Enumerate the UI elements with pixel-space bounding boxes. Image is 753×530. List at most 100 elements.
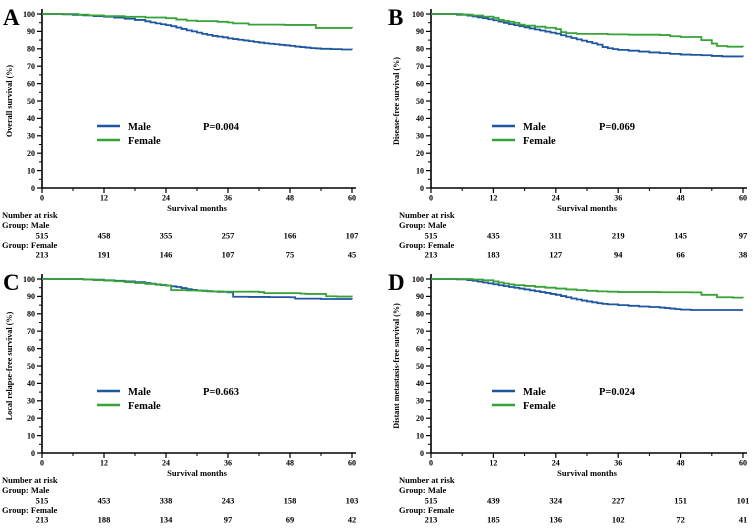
risk-number: 439 <box>487 496 500 506</box>
risk-number: 45 <box>348 250 357 260</box>
risk-number: 158 <box>284 496 297 506</box>
panel-b: B Disease-free survival (%) 0 10 20 30 40 50 60 7… <box>377 0 753 265</box>
x-tick-label: 48 <box>677 459 685 468</box>
p-value-label: P=0.663 <box>203 387 239 398</box>
panel-a: A Overall survival (%) 0 10 20 30 40 50 60 70 80 90… <box>0 0 376 265</box>
x-tick-label: 12 <box>100 194 108 203</box>
risk-number: 243 <box>222 496 235 506</box>
y-tick-label: 70 <box>27 327 35 336</box>
y-tick-label: 60 <box>27 344 35 353</box>
female-curve <box>431 13 744 48</box>
risk-number: 151 <box>674 496 687 506</box>
x-tick-label: 24 <box>552 194 560 203</box>
legend-male-label: Male <box>128 387 151 398</box>
x-tick-label: 0 <box>429 459 433 468</box>
risk-number: 338 <box>160 496 173 506</box>
risk-number: 515 <box>36 231 49 241</box>
y-tick-label: 40 <box>416 114 424 123</box>
male-curve <box>431 278 743 311</box>
y-tick-label: 60 <box>416 79 424 88</box>
risk-number: 166 <box>284 231 297 241</box>
y-tick-label: 30 <box>416 132 424 141</box>
panel-b-chart: B Disease-free survival (%) 0 10 20 30 40 50 60 7… <box>388 5 748 260</box>
panel-a-chart: A Overall survival (%) 0 10 20 30 40 50 60 70 80 90… <box>2 5 360 260</box>
risk-number: 355 <box>160 231 173 241</box>
risk-number: 41 <box>739 515 748 525</box>
y-tick-label: 10 <box>416 431 424 440</box>
risk-number: 213 <box>36 250 49 260</box>
y-tick-label: 40 <box>27 114 35 123</box>
risk-number: 219 <box>612 231 625 241</box>
x-tick-label: 36 <box>614 194 622 203</box>
risk-number: 311 <box>550 231 562 241</box>
risk-number: 515 <box>36 496 49 506</box>
y-tick-label: 0 <box>31 184 35 193</box>
female-curve <box>42 278 353 298</box>
panel-d: D Distant metastasis-free survival (%) 0 10… <box>377 265 753 530</box>
panel-c-chart: C Local relapse-free survival (%) 0 10 20 30 4… <box>2 270 358 525</box>
x-tick-label: 0 <box>40 194 44 203</box>
x-tick-label: 36 <box>614 459 622 468</box>
panel-letter: C <box>3 270 20 295</box>
risk-number: 435 <box>487 231 500 241</box>
risk-number: 72 <box>676 515 685 525</box>
x-tick-label: 48 <box>286 459 294 468</box>
axes <box>41 9 356 189</box>
risk-number: 134 <box>160 515 174 525</box>
risk-number: 227 <box>612 496 626 506</box>
risk-group-label: Group: Female <box>399 240 455 250</box>
risk-group-label: Group: Male <box>2 220 50 230</box>
y-tick-label: 80 <box>416 310 424 319</box>
risk-number: 257 <box>222 231 236 241</box>
axes <box>430 9 747 189</box>
y-tick-label: 0 <box>420 184 424 193</box>
y-tick-label: 100 <box>23 10 35 19</box>
x-axis-label: Survival months <box>557 203 617 213</box>
x-tick-label: 60 <box>739 194 747 203</box>
risk-number: 136 <box>549 515 562 525</box>
y-tick-label: 70 <box>27 62 35 71</box>
risk-number: 102 <box>612 515 625 525</box>
legend-male-label: Male <box>128 122 151 133</box>
y-tick-label: 80 <box>27 45 35 54</box>
p-value-label: P=0.004 <box>203 122 240 133</box>
y-tick-label: 30 <box>416 397 424 406</box>
x-tick-label: 24 <box>552 459 560 468</box>
x-axis-label: Survival months <box>167 203 227 213</box>
x-tick-label: 0 <box>429 194 433 203</box>
female-curve <box>431 278 744 299</box>
y-tick-label: 20 <box>416 149 424 158</box>
number-at-risk-header: Number at risk <box>2 475 58 485</box>
panel-letter: D <box>388 270 405 295</box>
x-tick-label: 36 <box>224 459 232 468</box>
risk-number: 515 <box>425 496 438 506</box>
y-tick-label: 30 <box>27 397 35 406</box>
y-tick-label: 80 <box>27 310 35 319</box>
legend-male-label: Male <box>523 122 546 133</box>
risk-number: 97 <box>739 231 748 241</box>
risk-number: 75 <box>286 250 295 260</box>
male-curve <box>42 278 353 300</box>
y-tick-label: 40 <box>27 379 35 388</box>
panel-letter: A <box>3 5 20 30</box>
panel-c: C Local relapse-free survival (%) 0 10 20 30 4… <box>0 265 376 530</box>
x-tick-label: 60 <box>348 459 356 468</box>
y-tick-label: 10 <box>27 431 35 440</box>
risk-number: 145 <box>674 231 687 241</box>
risk-number: 107 <box>346 231 360 241</box>
y-tick-label: 30 <box>27 132 35 141</box>
risk-number: 183 <box>487 250 500 260</box>
y-axis-label: Local relapse-free survival (%) <box>5 311 14 420</box>
risk-number: 146 <box>160 250 173 260</box>
number-at-risk-header: Number at risk <box>2 210 58 220</box>
y-tick-label: 10 <box>416 166 424 175</box>
risk-number: 42 <box>348 515 357 525</box>
x-tick-label: 48 <box>286 194 294 203</box>
risk-number: 515 <box>425 231 438 241</box>
risk-number: 458 <box>98 231 111 241</box>
y-tick-label: 40 <box>416 379 424 388</box>
y-tick-label: 90 <box>416 27 424 36</box>
risk-group-label: Group: Male <box>399 220 447 230</box>
y-tick-label: 0 <box>31 449 35 458</box>
